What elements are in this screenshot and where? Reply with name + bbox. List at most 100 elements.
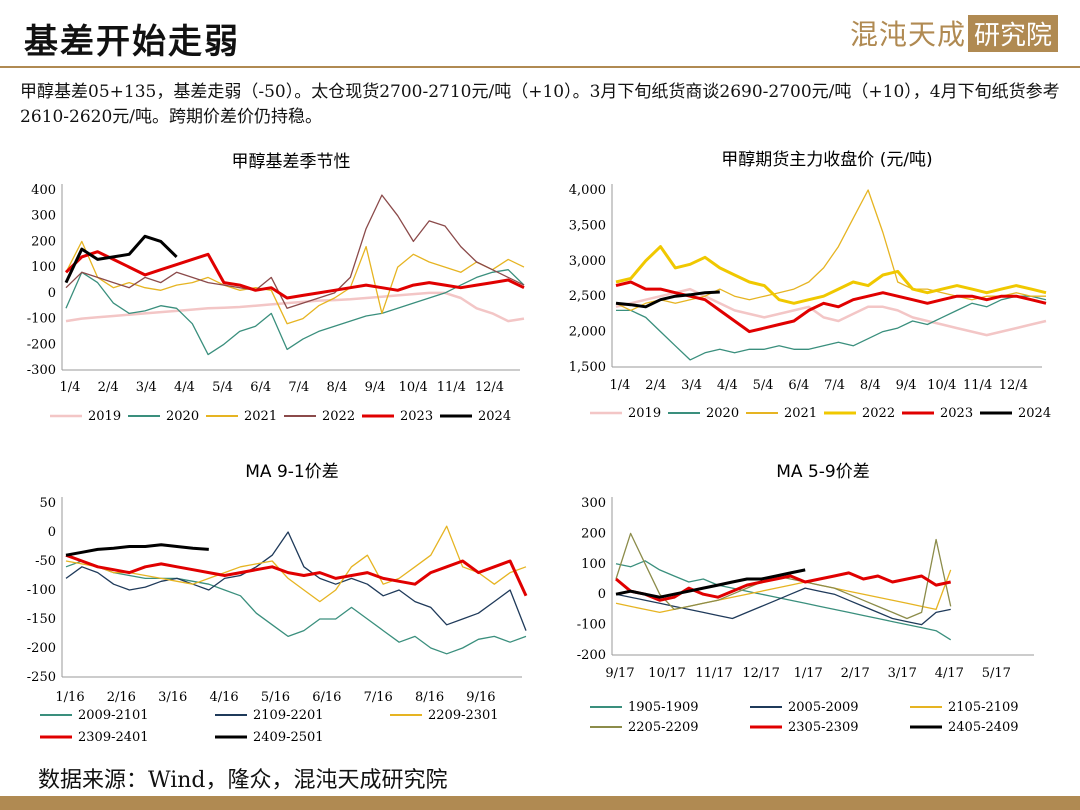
series-line-2021 bbox=[65, 240, 525, 325]
y-tick-label: -300 bbox=[27, 363, 56, 378]
legend-label: 2019 bbox=[628, 406, 661, 421]
x-tick-label: 3/16 bbox=[158, 690, 187, 705]
x-tick-label: 7/16 bbox=[364, 690, 393, 705]
series-line-2009-2101 bbox=[65, 560, 527, 655]
x-tick-label: 1/4 bbox=[60, 380, 81, 395]
series-line-2005-2009 bbox=[615, 587, 951, 626]
series-line-2022 bbox=[615, 245, 1047, 305]
y-tick-label: -100 bbox=[577, 618, 606, 633]
x-tick-label: 11/17 bbox=[695, 666, 732, 681]
y-tick-label: 1,500 bbox=[569, 360, 606, 375]
x-tick-label: 2/4 bbox=[645, 378, 666, 393]
legend-label: 2024 bbox=[478, 409, 511, 424]
y-tick-label: 300 bbox=[31, 209, 56, 224]
x-tick-label: 4/17 bbox=[935, 666, 964, 681]
series-line-2020 bbox=[616, 295, 1047, 361]
series-line-2023 bbox=[64, 250, 525, 300]
y-tick-label: 300 bbox=[581, 496, 606, 511]
series-line-2022 bbox=[65, 194, 525, 309]
y-tick-label: 2,500 bbox=[569, 289, 606, 304]
legend-label: 2020 bbox=[166, 409, 199, 424]
x-tick-label: 6/4 bbox=[250, 380, 271, 395]
legend-label: 2409-2501 bbox=[253, 730, 324, 745]
legend-label: 2405-2409 bbox=[948, 720, 1019, 735]
legend-label: 2021 bbox=[784, 406, 817, 421]
y-tick-label: 0 bbox=[48, 286, 56, 301]
y-tick-label: 0 bbox=[48, 525, 56, 540]
chart-title: MA 9-1价差 bbox=[245, 462, 338, 482]
legend-label: 2023 bbox=[940, 406, 973, 421]
chart-ma-9-1-spread: MA 9-1价差 50 0 -50 -100 -150 -200 -250 1/16 2/16 3/… bbox=[27, 462, 528, 745]
x-tick-label: 12/17 bbox=[742, 666, 779, 681]
x-tick-label: 7/4 bbox=[288, 380, 309, 395]
series-line-2019 bbox=[615, 287, 1047, 337]
brand-logo: 混沌天成 研究院 bbox=[850, 14, 1058, 52]
x-tick-label: 2/17 bbox=[841, 666, 870, 681]
legend-label: 2021 bbox=[244, 409, 277, 424]
y-tick-label: 0 bbox=[598, 587, 606, 602]
x-tick-label: 2/4 bbox=[98, 380, 119, 395]
x-tick-label: 9/16 bbox=[466, 690, 495, 705]
x-tick-label: 9/4 bbox=[365, 380, 386, 395]
legend-label: 2022 bbox=[862, 406, 895, 421]
legend-label: 2019 bbox=[88, 409, 121, 424]
series-line-2024 bbox=[615, 290, 720, 309]
legend-label: 2309-2401 bbox=[78, 730, 149, 745]
series-line-1905-1909 bbox=[615, 560, 952, 641]
y-tick-label: -100 bbox=[27, 312, 56, 327]
logo-text: 混沌天成 bbox=[849, 18, 966, 51]
legend-label: 2209-2301 bbox=[428, 708, 499, 723]
x-tick-label: 1/4 bbox=[610, 378, 631, 393]
y-tick-label: 3,500 bbox=[569, 218, 606, 233]
x-tick-label: 3/17 bbox=[888, 666, 917, 681]
x-tick-label: 3/4 bbox=[681, 378, 702, 393]
series-line-2405-2409 bbox=[615, 568, 806, 599]
series-line-2305-2309 bbox=[615, 571, 952, 602]
x-tick-label: 1/16 bbox=[55, 690, 84, 705]
y-tick-label: 200 bbox=[31, 234, 56, 249]
y-tick-label: -100 bbox=[27, 583, 56, 598]
x-tick-label: 6/4 bbox=[788, 378, 809, 393]
y-tick-label: 200 bbox=[581, 526, 606, 541]
y-tick-label: 2,000 bbox=[569, 325, 606, 340]
logo-box: 研究院 bbox=[967, 14, 1058, 52]
chart-futures-price: 甲醇期货主力收盘价 (元/吨) 4,000 3,500 3,000 2,500 2,000… bbox=[569, 150, 1051, 421]
x-tick-label: 5/4 bbox=[753, 378, 774, 393]
y-tick-label: 100 bbox=[31, 260, 56, 275]
legend-label: 2305-2309 bbox=[788, 720, 859, 735]
series-line-2105-2109 bbox=[615, 569, 952, 614]
x-tick-label: 10/4 bbox=[399, 380, 428, 395]
series-line-2109-2201 bbox=[65, 531, 527, 631]
legend-label: 2205-2209 bbox=[628, 720, 699, 735]
series-line-2024 bbox=[64, 234, 178, 284]
summary-text: 甲醇基差05+135，基差走弱（-50）。太仓现货2700-2710元/吨（+1… bbox=[20, 82, 1060, 127]
y-tick-label: -50 bbox=[35, 554, 56, 569]
x-tick-label: 4/4 bbox=[717, 378, 738, 393]
x-tick-label: 4/4 bbox=[174, 380, 195, 395]
y-tick-label: -250 bbox=[27, 670, 56, 685]
x-tick-label: 12/4 bbox=[475, 380, 504, 395]
x-tick-label: 10/17 bbox=[648, 666, 685, 681]
y-tick-label: -200 bbox=[577, 648, 606, 663]
y-tick-label: 50 bbox=[39, 496, 56, 511]
chart-title: 甲醇期货主力收盘价 (元/吨) bbox=[721, 150, 932, 170]
x-tick-label: 5/17 bbox=[982, 666, 1011, 681]
x-tick-label: 5/16 bbox=[261, 690, 290, 705]
legend-label: 2023 bbox=[400, 409, 433, 424]
legend-label: 2022 bbox=[322, 409, 355, 424]
y-tick-label: 3,000 bbox=[569, 254, 606, 269]
legend-label: 2005-2009 bbox=[788, 700, 859, 715]
x-tick-label: 9/17 bbox=[605, 666, 634, 681]
chart-basis-seasonality: 甲醇基差季节性 400 300 200 100 0 -100 -200 -300 1/4 2/4 3/… bbox=[27, 152, 525, 424]
footer-bar bbox=[0, 796, 1080, 810]
x-tick-label: 3/4 bbox=[136, 380, 157, 395]
x-tick-label: 11/4 bbox=[437, 380, 466, 395]
header-divider bbox=[0, 66, 1080, 68]
x-tick-label: 8/4 bbox=[326, 380, 347, 395]
y-tick-label: 100 bbox=[581, 557, 606, 572]
data-source: 数据来源：Wind，隆众，混沌天成研究院 bbox=[38, 768, 448, 793]
x-tick-label: 2/16 bbox=[107, 690, 136, 705]
x-tick-label: 8/4 bbox=[860, 378, 881, 393]
legend-label: 2105-2109 bbox=[948, 700, 1019, 715]
x-tick-label: 1/17 bbox=[794, 666, 823, 681]
